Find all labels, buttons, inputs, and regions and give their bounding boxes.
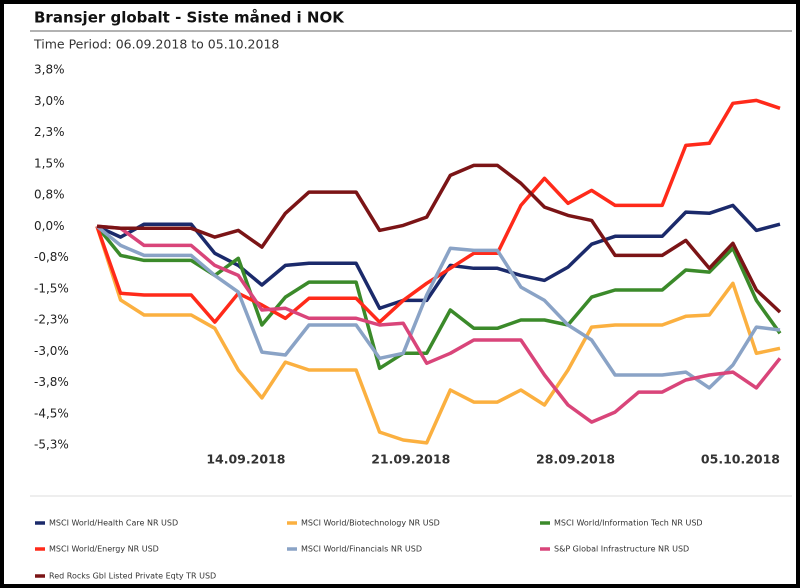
series-line (96, 203, 781, 311)
legend-label: MSCI World/Financials NR USD (301, 545, 422, 554)
subtitle: Time Period: 06.09.2018 to 05.10.2018 (33, 37, 279, 52)
x-tick-label: 21.09.2018 (371, 452, 450, 467)
y-tick-label: -3,0% (34, 344, 69, 358)
legend-label: MSCI World/Energy NR USD (49, 545, 159, 554)
y-tick-label: -2,3% (34, 313, 69, 327)
y-tick-label: 3,0% (34, 94, 65, 108)
series-line (96, 163, 782, 314)
y-tick-label: 0,0% (34, 219, 65, 233)
chart-title: Bransjer globalt - Siste måned i NOK (34, 9, 345, 27)
y-tick-label: -4,5% (34, 406, 69, 420)
series-line (95, 98, 781, 324)
legend-label: Red Rocks Gbl Listed Private Eqty TR USD (49, 572, 216, 581)
x-tick-label: 28.09.2018 (536, 452, 615, 467)
y-tick-label: 2,3% (34, 125, 65, 139)
legend-label: MSCI World/Biotechnology NR USD (301, 519, 440, 528)
legend-label: S&P Global Infrastructure NR USD (554, 545, 689, 554)
legend-label: MSCI World/Health Care NR USD (49, 519, 178, 528)
x-tick-label: 05.10.2018 (701, 452, 780, 467)
x-tick-label: 14.09.2018 (206, 452, 285, 467)
legend-label: MSCI World/Information Tech NR USD (554, 519, 703, 528)
y-tick-label: 0,8% (34, 188, 65, 202)
y-tick-label: -1,5% (34, 281, 69, 295)
series-line (95, 224, 781, 390)
y-tick-label: -0,8% (34, 250, 69, 264)
y-tick-label: 1,5% (34, 156, 65, 170)
y-tick-label: 3,8% (34, 63, 65, 77)
series-line (96, 224, 782, 424)
y-tick-label: -3,8% (34, 375, 69, 389)
y-tick-label: -5,3% (34, 438, 69, 452)
series-line (95, 225, 781, 445)
